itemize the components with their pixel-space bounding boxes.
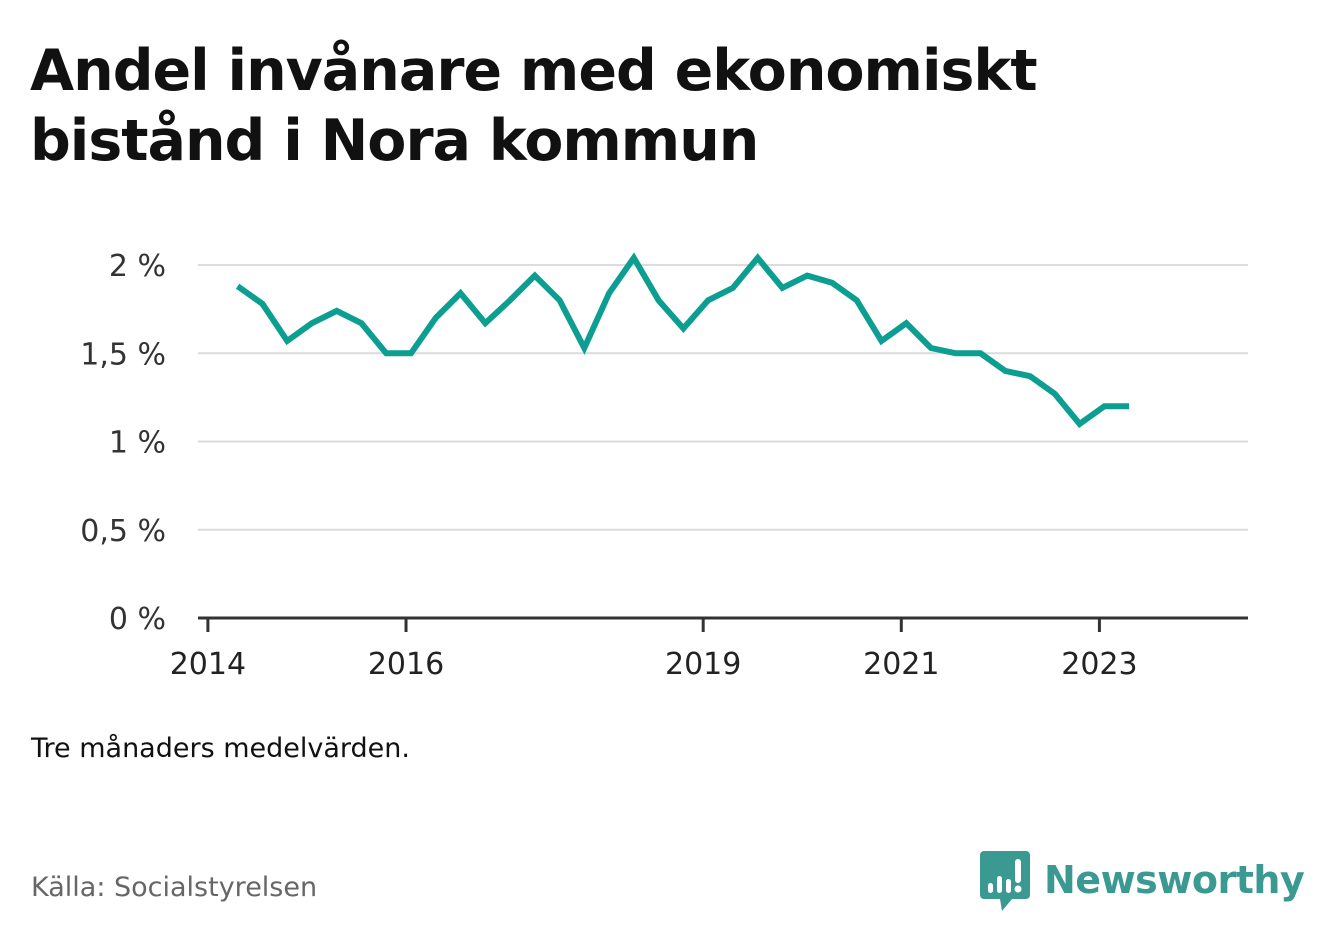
brand-name: Newsworthy: [1044, 858, 1305, 902]
chart-title: Andel invånare med ekonomiskt bistånd i …: [30, 38, 1038, 174]
y-tick-label: 2 %: [109, 249, 166, 284]
newsworthy-logo-icon: [980, 851, 1030, 911]
series-layer: [235, 252, 1130, 428]
series-line: [235, 252, 1130, 428]
y-tick-label: 0,5 %: [80, 514, 166, 549]
x-tick-label: 2019: [665, 647, 741, 682]
x-axis-ticks: 2014 2016 2019 2021 2023: [170, 618, 1138, 682]
y-tick-label: 1,5 %: [80, 337, 166, 372]
y-tick-label: 0 %: [109, 602, 166, 637]
brand: Newsworthy: [980, 848, 1305, 912]
chart-note: Tre månaders medelvärden.: [31, 733, 410, 764]
x-tick-label: 2021: [863, 647, 939, 682]
y-axis-ticks: 0 % 0,5 % 1 % 1,5 % 2 %: [80, 249, 166, 637]
gridlines: [198, 264, 1248, 531]
x-tick-label: 2023: [1061, 647, 1137, 682]
x-tick-label: 2016: [368, 647, 444, 682]
y-tick-label: 1 %: [109, 426, 166, 461]
x-tick-label: 2014: [170, 647, 246, 682]
source-label: Källa: Socialstyrelsen: [31, 872, 318, 903]
